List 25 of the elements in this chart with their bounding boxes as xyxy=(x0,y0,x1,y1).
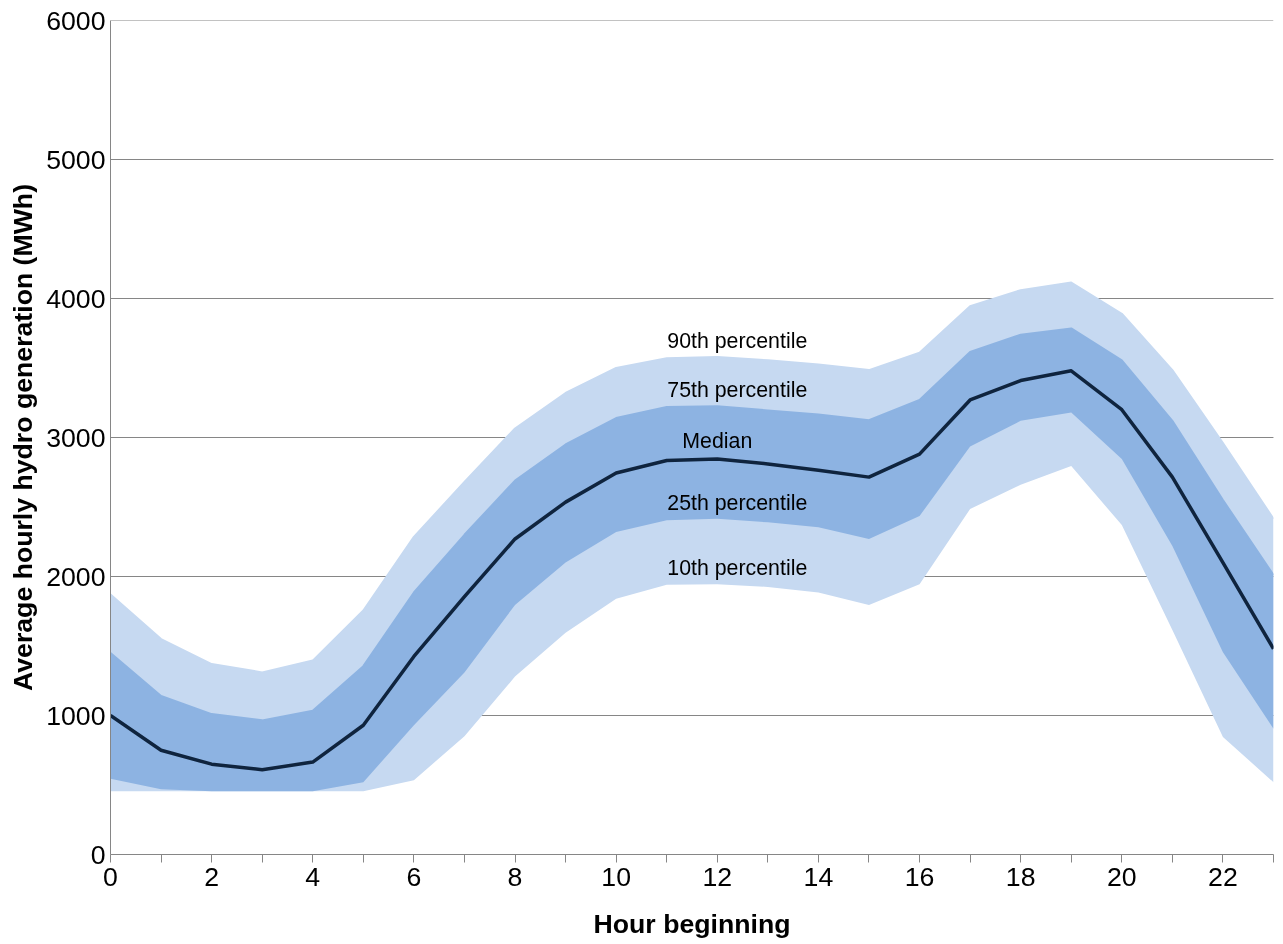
series-label: Median xyxy=(682,429,753,454)
y-axis-title: Average hourly hydro generation (MWh) xyxy=(8,183,39,691)
x-tick-label: 10 xyxy=(601,861,631,892)
x-tick-label: 12 xyxy=(702,861,733,892)
y-tick-label: 0 xyxy=(90,839,106,870)
y-tick-label: 2000 xyxy=(46,561,106,592)
annotation: 75th percentile xyxy=(667,378,808,403)
annotation: 90th percentile xyxy=(667,328,808,353)
x-tick-label: 2 xyxy=(204,861,220,892)
y-tick-label: 1000 xyxy=(46,700,106,731)
y-tick-label: 6000 xyxy=(46,5,106,36)
annotation: 10th percentile xyxy=(667,556,808,581)
x-tick-label: 18 xyxy=(1005,861,1036,892)
y-tick-label: 4000 xyxy=(46,283,106,314)
x-tick-label: 8 xyxy=(507,861,523,892)
x-tick-label: 22 xyxy=(1208,861,1238,892)
y-tick-label: 3000 xyxy=(46,422,106,453)
x-tick-label: 4 xyxy=(305,861,321,892)
x-tick-label: 16 xyxy=(904,861,935,892)
annotation: 25th percentile xyxy=(667,490,808,515)
x-axis-title: Hour beginning xyxy=(593,908,791,939)
x-tick-label: 20 xyxy=(1106,861,1137,892)
x-tick-label: 6 xyxy=(406,861,422,892)
x-tick-label: 14 xyxy=(803,861,834,892)
y-tick-label: 5000 xyxy=(46,144,106,175)
